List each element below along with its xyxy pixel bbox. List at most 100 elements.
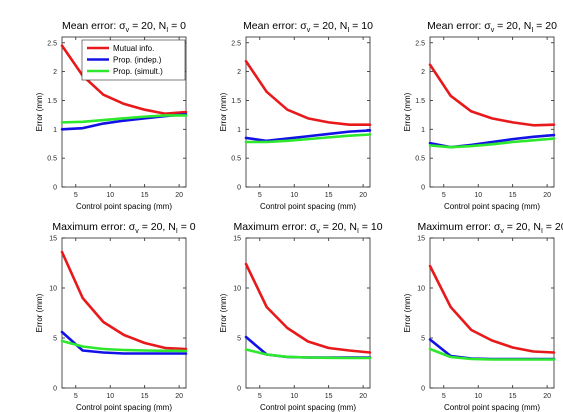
x-tick-label: 10 — [290, 393, 298, 400]
y-tick-label: 10 — [233, 286, 241, 293]
series-line-mutual-info — [428, 264, 556, 354]
y-tick-label: 1 — [237, 127, 241, 134]
legend: Mutual info. Prop. (indep.) Prop. (simult.… — [81, 39, 186, 81]
y-tick-label: 0.5 — [47, 156, 57, 163]
y-tick-label: 1.5 — [231, 98, 241, 105]
title-prefix: Mean error: σ — [62, 20, 126, 32]
y-tick-label: 1 — [421, 127, 425, 134]
x-axis-label: Control point spacing (mm) — [260, 202, 356, 211]
series-line-prop-simult — [428, 137, 556, 149]
x-tick-label: 15 — [141, 393, 149, 400]
x-axis-label: Control point spacing (mm) — [444, 202, 540, 211]
y-tick-label: 0.5 — [231, 156, 241, 163]
legend-label-mutual-info: Mutual info. — [113, 44, 154, 53]
title-sigma-value: = 20, N — [320, 221, 357, 233]
y-tick-label: 10 — [417, 286, 425, 293]
title-n-subscript: I — [166, 27, 168, 34]
title-n-value: = 10 — [359, 221, 383, 233]
x-tick-label: 15 — [325, 393, 333, 400]
series-line-prop-indep — [60, 330, 188, 355]
x-tick-label: 20 — [359, 192, 367, 199]
title-sigma-value: = 20, N — [310, 20, 347, 32]
chart-title: Mean error: σv = 20, NI = 10 — [243, 20, 373, 34]
y-tick-label: 5 — [237, 336, 241, 343]
title-sigma-subscript: v — [491, 27, 495, 34]
y-axis-label: Error (mm) — [35, 92, 44, 131]
x-tick-label: 20 — [359, 393, 367, 400]
title-prefix: Mean error: σ — [243, 20, 307, 32]
series-line-mutual-info — [244, 59, 372, 126]
y-tick-label: 2.5 — [231, 40, 241, 47]
y-axis-label: Error (mm) — [403, 293, 412, 332]
legend-label-prop-indep: Prop. (indep.) — [113, 56, 162, 65]
y-tick-label: 0 — [237, 386, 241, 393]
series-line-mutual-info — [60, 250, 188, 351]
x-tick-label: 20 — [543, 393, 551, 400]
title-prefix: Maximum error: σ — [417, 221, 500, 233]
title-prefix: Maximum error: σ — [52, 221, 135, 233]
title-n-value: = 20 — [543, 221, 563, 233]
title-sigma-subscript: v — [500, 228, 504, 235]
x-tick-label: 20 — [175, 192, 183, 199]
plot-frame — [245, 237, 371, 389]
series-line-prop-simult — [244, 348, 372, 360]
title-n-value: = 0 — [168, 20, 186, 32]
y-tick-label: 1.5 — [415, 98, 425, 105]
plot-frame — [429, 237, 555, 389]
legend-label-prop-simult: Prop. (simult.) — [113, 67, 163, 76]
title-n-subscript: I — [347, 27, 349, 34]
x-tick-label: 5 — [74, 393, 78, 400]
y-tick-label: 0.5 — [415, 156, 425, 163]
x-tick-label: 10 — [106, 192, 114, 199]
y-tick-label: 2 — [237, 69, 241, 76]
y-axis-label: Error (mm) — [219, 293, 228, 332]
y-axis-label: Error (mm) — [403, 92, 412, 131]
y-axis-label: Error (mm) — [35, 293, 44, 332]
title-n-subscript: I — [541, 228, 543, 235]
title-sigma-subscript: v — [307, 27, 311, 34]
y-tick-label: 2.5 — [415, 40, 425, 47]
y-tick-label: 0 — [421, 185, 425, 192]
y-tick-label: 10 — [49, 286, 57, 293]
x-tick-label: 5 — [74, 192, 78, 199]
title-sigma-subscript: v — [316, 228, 320, 235]
series-line-mutual-info — [428, 63, 556, 127]
series-line-prop-simult — [60, 114, 188, 124]
chart-title: Mean error: σv = 20, NI = 0 — [62, 20, 186, 34]
y-tick-label: 0 — [421, 386, 425, 393]
x-axis-label: Control point spacing (mm) — [76, 202, 172, 211]
x-axis-label: Control point spacing (mm) — [444, 403, 540, 412]
title-n-subscript: I — [357, 228, 359, 235]
x-axis-label: Control point spacing (mm) — [76, 403, 172, 412]
plot-frame — [61, 237, 187, 389]
y-tick-label: 0 — [53, 386, 57, 393]
y-tick-label: 15 — [417, 236, 425, 243]
title-sigma-value: = 20, N — [504, 221, 541, 233]
title-sigma-value: = 20, N — [139, 221, 176, 233]
y-tick-label: 1.5 — [47, 98, 57, 105]
chart-title: Maximum error: σv = 20, NI = 0 — [52, 221, 195, 235]
x-axis-label: Control point spacing (mm) — [260, 403, 356, 412]
series-line-prop-simult — [428, 347, 556, 361]
x-tick-label: 15 — [509, 393, 517, 400]
y-tick-label: 2.5 — [47, 40, 57, 47]
x-tick-label: 5 — [442, 393, 446, 400]
title-n-value: = 0 — [178, 221, 196, 233]
series-line-mutual-info — [244, 262, 372, 354]
chart-title: Maximum error: σv = 20, NI = 10 — [233, 221, 382, 235]
x-tick-label: 5 — [258, 192, 262, 199]
y-tick-label: 5 — [421, 336, 425, 343]
y-tick-label: 5 — [53, 336, 57, 343]
title-n-value: = 20 — [533, 20, 557, 32]
x-tick-label: 15 — [509, 192, 517, 199]
chart-title: Maximum error: σv = 20, NI = 20 — [417, 221, 563, 235]
title-prefix: Maximum error: σ — [233, 221, 316, 233]
plot-frame — [245, 36, 371, 188]
